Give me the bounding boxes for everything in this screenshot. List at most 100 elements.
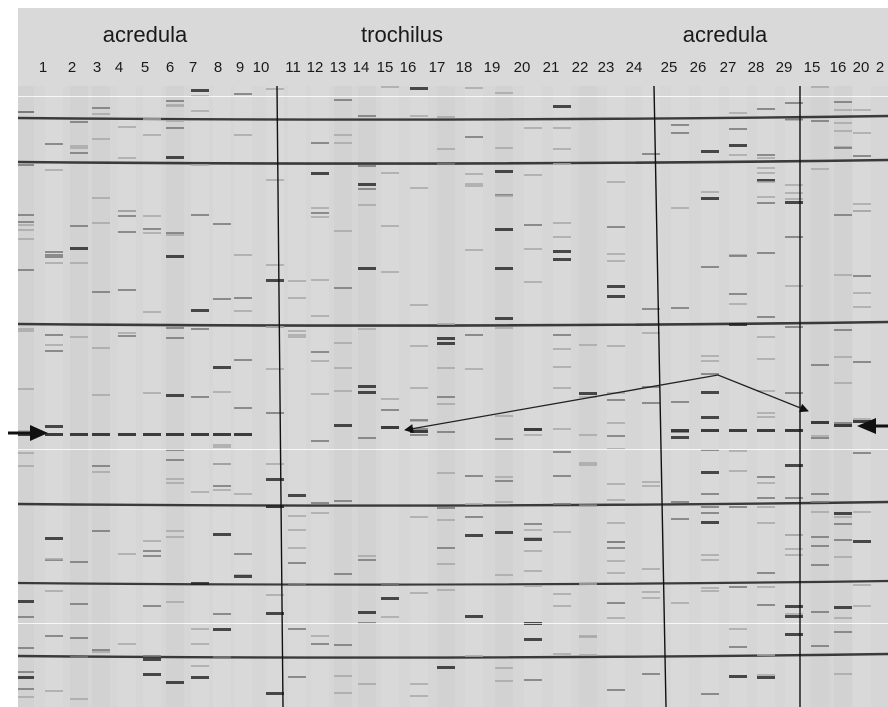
gel-band [701, 554, 719, 556]
gel-band [143, 655, 161, 657]
gel-band [642, 591, 660, 593]
gel-band [465, 87, 483, 89]
gel-band [853, 605, 871, 607]
gel-band [785, 192, 803, 194]
gel-band [785, 497, 803, 499]
gel-band [334, 675, 352, 677]
lane-number: 5 [140, 59, 150, 76]
marker-band [18, 433, 34, 436]
gel-band [524, 679, 542, 681]
gel-band [607, 572, 625, 574]
gel-band [495, 501, 513, 503]
gel-band [729, 303, 747, 305]
gel-band [642, 402, 660, 404]
gel-band [495, 476, 513, 478]
gel-band [607, 399, 625, 401]
gel-band [410, 304, 428, 306]
gel-band [410, 428, 428, 430]
gel-band [729, 450, 747, 452]
gel-band [143, 392, 161, 394]
lane-number: 11 [285, 59, 301, 76]
lane-streak [143, 86, 161, 707]
lane-number: 14 [352, 59, 370, 76]
gel-band [701, 493, 719, 495]
gel-band [553, 236, 571, 238]
gel-band [311, 635, 329, 637]
gel-band [495, 228, 513, 231]
gel-band [642, 568, 660, 570]
gel-band [834, 606, 852, 609]
gel-band [311, 360, 329, 362]
gel-band [288, 336, 306, 338]
marker-band [166, 433, 184, 436]
lane-streak [465, 86, 483, 707]
gel-band [834, 214, 852, 216]
gel-band [334, 367, 352, 369]
lane-number: 2 [875, 59, 885, 76]
gel-band [642, 481, 660, 483]
gel-band [607, 547, 625, 549]
gel-band [834, 523, 852, 525]
gel-band [524, 538, 542, 541]
gel-band [311, 351, 329, 353]
gel-band [143, 134, 161, 136]
gel-band [811, 501, 829, 503]
gel-band [45, 558, 63, 560]
gel-band [166, 681, 184, 684]
gel-band [785, 534, 803, 536]
gel-band [437, 337, 455, 340]
gel-image [18, 86, 888, 707]
gel-band [410, 434, 428, 436]
gel-band [757, 390, 775, 392]
gel-band [334, 644, 352, 646]
gel-band [729, 293, 747, 295]
gel-band [757, 476, 775, 478]
gel-band [553, 366, 571, 368]
gel-band [266, 478, 284, 481]
lane-number: 25 [660, 59, 678, 76]
gel-band [166, 120, 184, 122]
gel-band [45, 350, 63, 352]
gel-band [410, 387, 428, 389]
lane-number: 24 [625, 59, 643, 76]
lane-streak [642, 86, 660, 707]
scan-line [18, 623, 888, 624]
gel-band [607, 260, 625, 262]
gel-band [811, 168, 829, 170]
lane-number: 8 [213, 59, 223, 76]
lane-streak [118, 86, 136, 707]
gel-band [234, 575, 252, 578]
gel-band [266, 88, 284, 90]
gel-band [811, 564, 829, 566]
gel-band [410, 683, 428, 685]
gel-band [834, 147, 852, 149]
marker-band [524, 428, 542, 431]
gel-band [70, 698, 88, 700]
gel-band [213, 223, 231, 225]
gel-band [358, 611, 376, 614]
gel-band [853, 203, 871, 205]
gel-band [381, 271, 399, 273]
gel-band [757, 167, 775, 169]
gel-band [642, 485, 660, 487]
gel-band [334, 142, 352, 144]
gel-band [118, 210, 136, 212]
gel-band [607, 181, 625, 183]
gel-band [729, 128, 747, 130]
gel-band [191, 328, 209, 330]
gel-band [18, 452, 34, 454]
gel-band [729, 255, 747, 257]
gel-band [70, 147, 88, 149]
gel-band [757, 179, 775, 182]
gel-band [118, 289, 136, 291]
gel-band [607, 226, 625, 228]
gel-band [18, 111, 34, 113]
gel-band [465, 173, 483, 175]
gel-band [166, 337, 184, 339]
gel-band [495, 667, 513, 669]
gel-band [191, 164, 209, 166]
gel-band [553, 222, 571, 224]
gel-band [118, 553, 136, 555]
gel-band [495, 680, 513, 682]
gel-band [118, 126, 136, 128]
